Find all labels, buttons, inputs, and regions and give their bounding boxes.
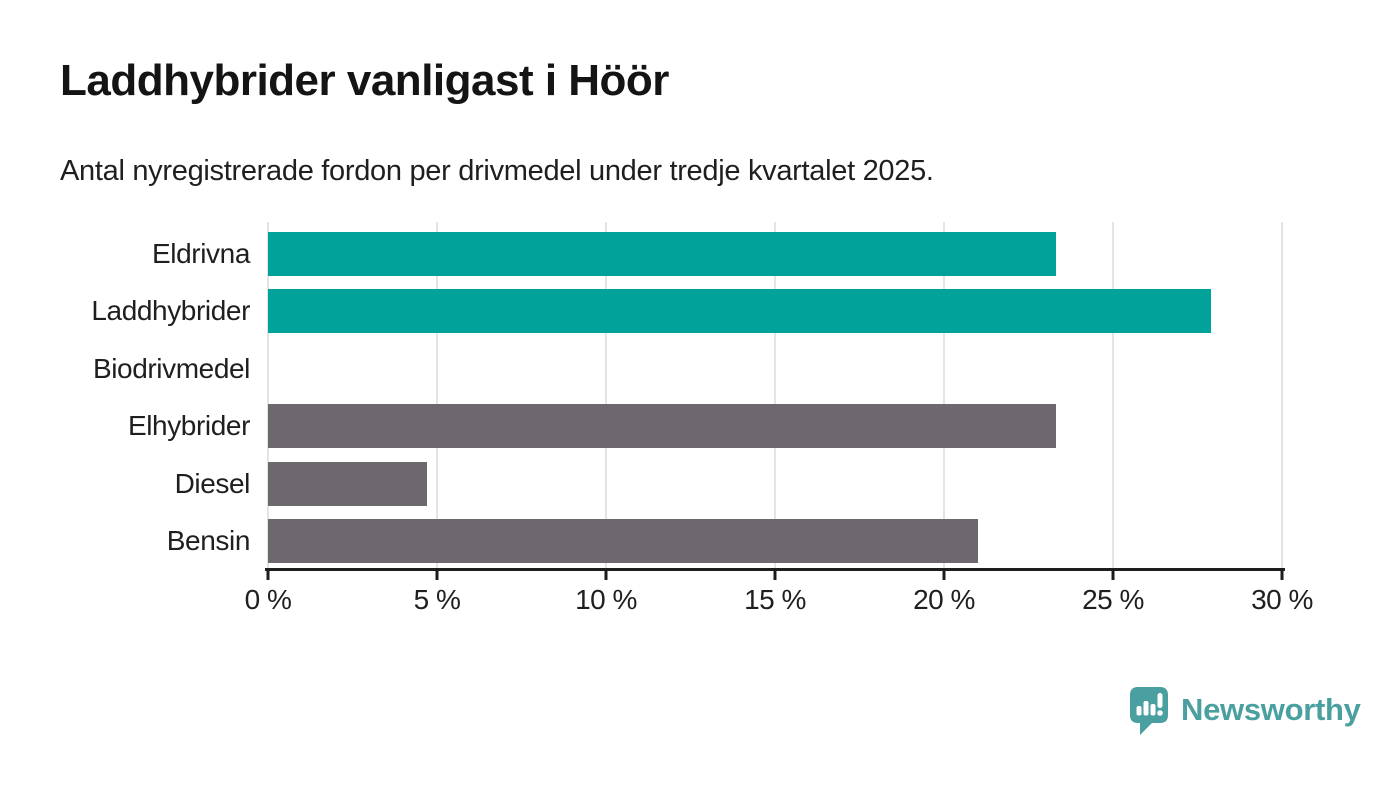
bar-row	[268, 398, 1282, 456]
x-axis-line	[265, 568, 1285, 571]
bar-rows	[268, 225, 1282, 570]
x-axis-tick	[1280, 571, 1284, 580]
x-axis-tick-label: 5 %	[413, 584, 461, 615]
bar-row	[268, 513, 1282, 571]
brand-name: Newsworthy	[1181, 692, 1361, 727]
bar-row	[268, 455, 1282, 513]
bar-laddhybrider	[268, 289, 1212, 334]
category-label: Bensin	[166, 525, 251, 557]
plot-area: 0 % 5 % 10 % 15 % 20 % 25 % 30 %	[245, 222, 1313, 615]
x-axis-tick	[1111, 571, 1115, 580]
gridline	[436, 222, 438, 569]
x-axis-tick-label: 15 %	[744, 584, 806, 615]
brand-footer: Newsworthy	[1128, 684, 1361, 736]
gridline	[1281, 222, 1283, 569]
x-axis-tick-label: 20 %	[913, 584, 975, 615]
gridline	[1112, 222, 1114, 569]
bar-elhybrider	[268, 404, 1056, 449]
category-label: Elhybrider	[127, 410, 250, 442]
x-axis-tick-label: 30 %	[1251, 584, 1313, 615]
chart-subtitle: Antal nyregistrerade fordon per drivmede…	[60, 155, 934, 187]
x-axis-tick-label: 25 %	[1082, 584, 1144, 615]
x-axis-tick	[435, 571, 439, 580]
x-axis-tick	[942, 571, 946, 580]
x-axis-tick	[266, 571, 270, 580]
gridline	[943, 222, 945, 569]
bar-eldrivna	[268, 231, 1056, 276]
x-axis-tick	[773, 571, 777, 580]
gridline	[774, 222, 776, 569]
bar-diesel	[268, 461, 427, 506]
category-label: Biodrivmedel	[92, 352, 250, 384]
category-labels: Eldrivna Laddhybrider Biodrivmedel Elhybrid…	[0, 225, 250, 570]
bar-row	[268, 225, 1282, 283]
bar-bensin	[268, 519, 978, 564]
chart-title: Laddhybrider vanligast i Höör	[60, 56, 669, 105]
gridline	[267, 222, 269, 569]
category-label: Laddhybrider	[91, 295, 250, 327]
newsworthy-logo-icon	[1130, 687, 1168, 735]
bar-row	[268, 340, 1282, 398]
x-axis-tick-label: 10 %	[575, 584, 637, 615]
category-label: Diesel	[174, 467, 251, 499]
x-axis-tick	[604, 571, 608, 580]
x-axis-tick-label: 0 %	[244, 584, 292, 615]
gridline	[605, 222, 607, 569]
bar-row	[268, 283, 1282, 341]
category-label: Eldrivna	[152, 237, 250, 269]
